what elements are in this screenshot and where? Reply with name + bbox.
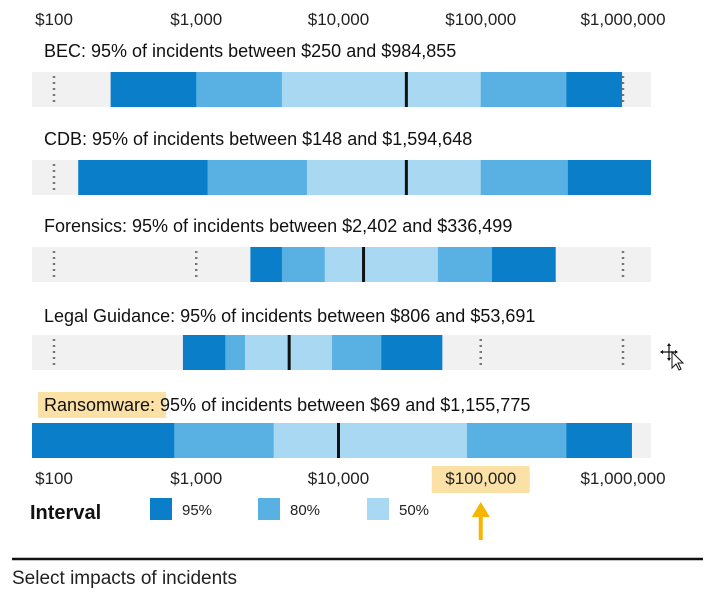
interval-50-bar: [273, 423, 467, 458]
cursor-icon: [660, 343, 685, 371]
row-title: CDB: 95% of incidents between $148 and $…: [44, 129, 472, 149]
tick-label: $1,000,000: [580, 469, 665, 488]
interval-50-bar: [306, 160, 481, 195]
tick-label: $1,000: [170, 469, 222, 488]
legend-swatch: [367, 498, 389, 520]
caption: Select impacts of incidents: [12, 568, 237, 589]
tick-label: $100,000: [445, 10, 516, 29]
top-axis: $100 $1,000 $10,000 $100,000 $1,000,000: [35, 10, 665, 29]
legend-swatch: [258, 498, 280, 520]
row-3: Legal Guidance: 95% of incidents between…: [32, 306, 651, 370]
row-1: CDB: 95% of incidents between $148 and $…: [32, 129, 651, 195]
row-highlight: [38, 392, 166, 418]
bottom-axis: $100 $1,000 $10,000 $100,000 $1,000,000: [35, 466, 666, 493]
row-title: Forensics: 95% of incidents between $2,4…: [44, 216, 512, 236]
arrow-head: [471, 502, 490, 517]
legend-label: 95%: [182, 502, 212, 519]
legend-label: 80%: [290, 502, 320, 519]
legend-label: 50%: [399, 502, 429, 519]
row-title: Legal Guidance: 95% of incidents between…: [44, 306, 535, 326]
legend: Interval 95% 80% 50%: [30, 498, 490, 540]
tick-label: $100: [35, 10, 73, 29]
tick-highlight: [431, 466, 530, 493]
row-0: BEC: 95% of incidents between $250 and $…: [32, 41, 651, 107]
interval-50-bar: [281, 72, 481, 107]
tick-label: $1,000: [170, 10, 222, 29]
footer: Select impacts of incidents: [12, 557, 703, 589]
tick-label: $100,000: [445, 469, 516, 488]
legend-swatch: [150, 498, 172, 520]
interval-50-bar: [324, 247, 438, 282]
tick-label: $10,000: [308, 10, 369, 29]
tick-label: $1,000,000: [580, 10, 665, 29]
row-4: Ransomware: 95% of incidents between $69…: [32, 392, 651, 458]
tick-label: $100: [35, 469, 73, 488]
chart-rows: BEC: 95% of incidents between $250 and $…: [32, 41, 651, 458]
row-title: BEC: 95% of incidents between $250 and $…: [44, 41, 456, 61]
tick-label: $10,000: [308, 469, 369, 488]
row-2: Forensics: 95% of incidents between $2,4…: [32, 216, 651, 282]
legend-title: Interval: [30, 502, 101, 524]
row-title: Ransomware: 95% of incidents between $69…: [44, 395, 530, 415]
up-arrow-icon: [471, 502, 490, 540]
